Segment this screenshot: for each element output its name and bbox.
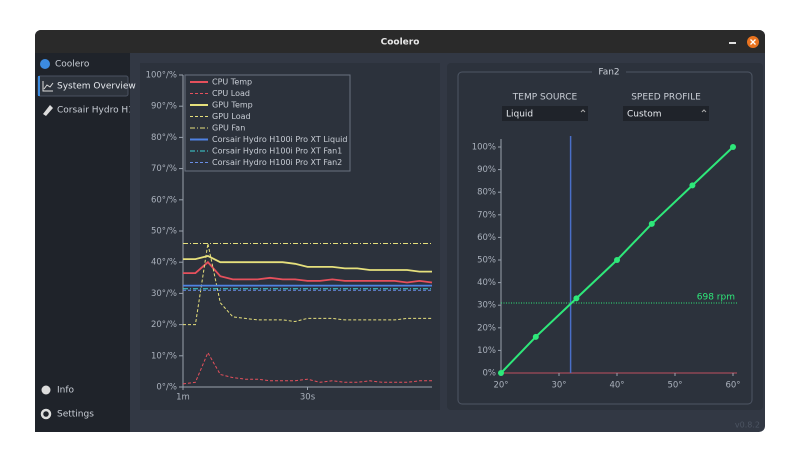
y-tick-label: 100%: [472, 143, 496, 153]
speed-profile-combo[interactable]: [623, 106, 709, 121]
y-tick-label: 40%: [477, 278, 496, 288]
profile-point[interactable]: [730, 144, 736, 150]
series-line: [183, 243, 432, 326]
device-icon: [43, 105, 53, 116]
profile-point[interactable]: [498, 370, 504, 376]
profile-point[interactable]: [689, 182, 696, 189]
sidebar-item[interactable]: Coolero: [55, 60, 90, 70]
x-tick-label: 40°: [609, 381, 624, 391]
speed-profile-value: Custom: [627, 110, 661, 120]
app-icon: [40, 59, 50, 69]
y-tick-label: 90%: [477, 165, 496, 175]
x-tick-label: 30°: [551, 381, 566, 391]
sidebar-clip: Corsair Hydro H100i: [57, 106, 148, 116]
combo-arrow: [701, 109, 707, 113]
info-icon: [41, 385, 51, 395]
legend-label: GPU Fan: [212, 124, 245, 133]
legend-label: CPU Temp: [212, 78, 252, 87]
profile-point[interactable]: [614, 257, 620, 263]
y-tick-label: 10°/%: [151, 351, 177, 361]
legend-label: Corsair Hydro H100i Pro XT Liquid: [212, 135, 347, 144]
version: v0.8.2: [735, 421, 760, 430]
temp-source-label: TEMP SOURCE: [512, 93, 578, 103]
x-tick-label: 60°: [725, 381, 740, 391]
y-tick-label: 90°/%: [151, 102, 177, 112]
sidebar: [35, 53, 130, 432]
device-panel: [447, 63, 763, 410]
x-tick-label: 20°: [493, 381, 508, 391]
y-tick-label: 60%: [477, 233, 496, 243]
y-tick-label: 80°/%: [151, 133, 177, 143]
title-bar-base: [35, 46, 765, 53]
x-tick-label: 30s: [300, 393, 316, 403]
y-tick-label: 0%: [483, 369, 497, 379]
series-line: [183, 260, 433, 284]
sidebar-item[interactable]: Corsair Hydro H100i: [57, 106, 148, 116]
y-tick-label: 10%: [477, 346, 496, 356]
selected-indicator: [38, 76, 40, 96]
y-tick-label: 100°/%: [146, 71, 177, 81]
close-icon: [750, 39, 756, 45]
speed-profile-label: SPEED PROFILE: [631, 93, 701, 103]
sidebar-item[interactable]: System Overview: [57, 82, 136, 92]
settings-icon: [40, 408, 52, 420]
legend-label: Corsair Hydro H100i Pro XT Fan2: [212, 158, 342, 167]
profile-point[interactable]: [648, 220, 655, 227]
y-tick-label: 70°/%: [151, 164, 177, 174]
y-tick-label: 0°/%: [156, 383, 177, 393]
series-line: [182, 351, 432, 385]
window-title: Coolero: [381, 38, 420, 48]
y-tick-label: 40°/%: [151, 258, 177, 268]
overview-icon: [42, 81, 54, 92]
y-tick-label: 20°/%: [151, 320, 177, 330]
legend-label: GPU Temp: [212, 101, 253, 110]
x-tick-label: 1m: [176, 393, 190, 403]
legend-box: [184, 74, 351, 172]
temp-source-combo[interactable]: [502, 106, 588, 121]
legend-label: CPU Load: [212, 89, 250, 98]
series-line: [183, 255, 432, 273]
y-tick-label: 50°/%: [151, 227, 177, 237]
legend-label: Corsair Hydro H100i Pro XT Fan1: [212, 147, 342, 156]
y-tick-label: 80%: [477, 188, 496, 198]
profile-point[interactable]: [573, 295, 580, 302]
y-tick-label: 70%: [477, 210, 496, 220]
legend-label: GPU Load: [212, 112, 251, 121]
x-tick-label: 50°: [667, 381, 682, 391]
sidebar-item[interactable]: Info: [57, 386, 75, 396]
sidebar-item[interactable]: Settings: [57, 410, 94, 420]
y-tick-label: 30°/%: [151, 289, 177, 299]
y-tick-label: 20%: [477, 323, 496, 333]
y-tick-label: 50%: [477, 256, 496, 266]
duty-label: 698 rpm: [697, 292, 735, 302]
combo-arrow: [580, 109, 586, 113]
temp-source-value: Liquid: [506, 110, 533, 120]
y-tick-label: 60°/%: [151, 195, 177, 205]
profile-point[interactable]: [532, 333, 539, 340]
group-title: Fan2: [598, 68, 619, 78]
group-title-bg: [592, 66, 626, 78]
y-tick-label: 30%: [477, 301, 496, 311]
